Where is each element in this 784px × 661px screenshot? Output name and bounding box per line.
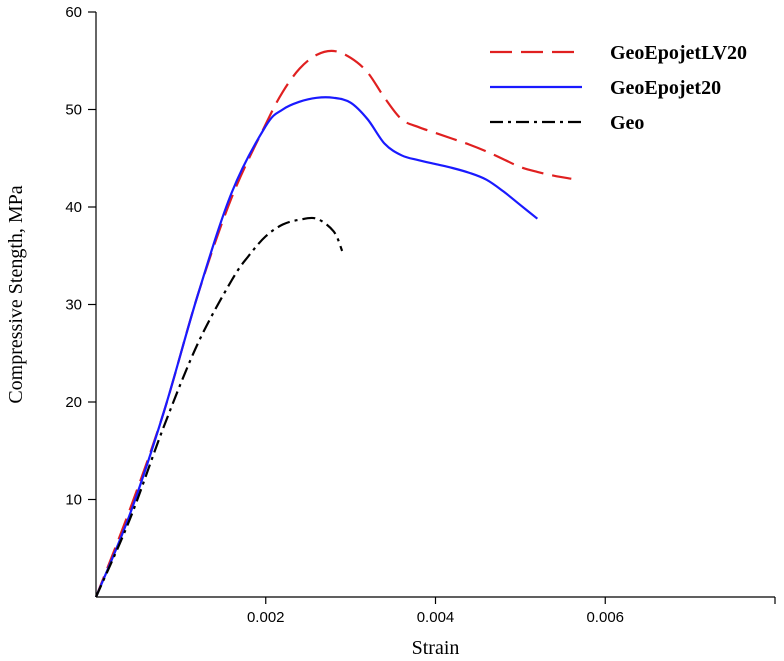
y-axis-title: Compressive Stength, MPa [5,185,27,403]
series-line-Geo [94,216,344,598]
y-tick-label: 50 [65,102,82,119]
x-tick-label: 0.002 [247,609,285,626]
y-tick-label: 20 [65,394,82,411]
x-tick-label: 0.006 [586,609,624,626]
x-tick-label: 0.004 [417,609,455,626]
series-line-GeoEpojet20 [94,96,539,598]
legend-label: Geo [610,112,644,134]
y-tick-label: 40 [65,199,82,216]
axes-layer: 0.002 0.004 0.006 10 20 30 40 50 60 [65,4,776,626]
legend: GeoEpojetLV20 GeoEpojet20 Geo [490,42,747,134]
series-layer [94,49,572,598]
y-tick-label: 10 [65,492,82,509]
legend-label: GeoEpojet20 [610,77,721,99]
legend-label: GeoEpojetLV20 [610,42,747,64]
x-axis-title: Strain [412,637,460,659]
series-line-GeoEpojetLV20 [94,49,572,598]
y-tick-label: 60 [65,4,82,21]
y-tick-label: 30 [65,297,82,314]
